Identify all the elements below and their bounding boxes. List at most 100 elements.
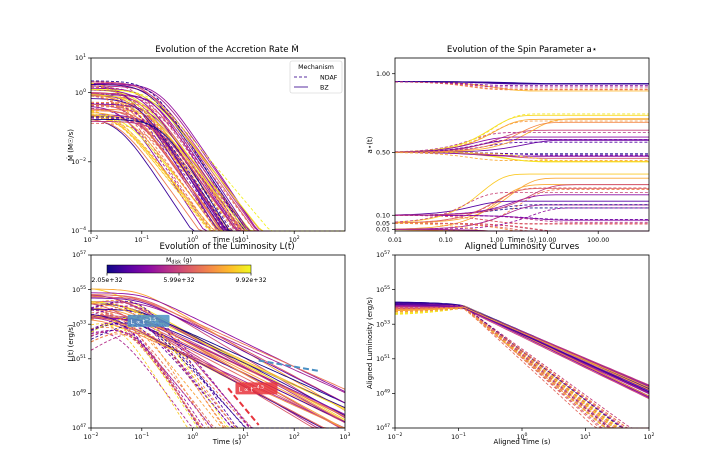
series-line (394, 121, 649, 153)
power-law-line (227, 387, 260, 426)
panel-title: Evolution of the Luminosity L(t) (159, 242, 294, 252)
series-line (395, 307, 649, 429)
series-line (91, 93, 345, 232)
colorbar-bar (106, 264, 252, 274)
x-axis-label: Time (s) (212, 236, 242, 244)
legend-bz-label: BZ (320, 85, 329, 92)
x-tick-label: 101 (238, 235, 249, 244)
series-line (394, 304, 650, 393)
y-tick-label: 0.05 (376, 220, 390, 227)
series-line (394, 187, 649, 224)
series-line (395, 305, 650, 399)
series-line (395, 305, 649, 429)
series-line (394, 306, 649, 429)
series-lines (394, 81, 649, 232)
series-line (395, 306, 649, 429)
legend-ndaf-label: NDAF (320, 75, 338, 82)
series-line (394, 204, 649, 216)
power-law-line (258, 359, 319, 372)
series-line (395, 305, 649, 429)
series-line (395, 308, 650, 400)
legend: Mechanism NDAF BZ (289, 60, 343, 94)
x-tick-label: 102 (289, 432, 300, 441)
series-line (395, 305, 649, 429)
y-tick-label: 1051 (72, 354, 86, 363)
series-line (91, 94, 345, 232)
series-line (395, 306, 649, 429)
legend-title: Mechanism (298, 64, 334, 71)
y-tick-label: 1047 (376, 423, 390, 432)
y-tick-label: 101 (75, 53, 86, 62)
series-line (395, 302, 649, 429)
series-line (90, 324, 345, 429)
series-line (90, 98, 345, 232)
x-axis-label: Aligned Time (s) (494, 438, 551, 446)
x-tick-label: 10−1 (134, 235, 149, 244)
colorbar-tick-label: 5.99e+32 (163, 277, 194, 284)
series-line (395, 306, 649, 429)
axes: 10−2 10−1 100 101 102 103 1047 1049 1051 1053 1055… (72, 250, 350, 441)
series-line (394, 308, 649, 429)
series-line (90, 94, 345, 232)
colorbar-tick-label: 2.05e+32 (91, 277, 122, 284)
x-axis-label: Time (s) (212, 438, 242, 446)
x-tick-label: 10−2 (84, 432, 99, 441)
y-tick-label: 10−2 (71, 157, 86, 166)
series-line (90, 294, 346, 423)
annotations: L ∝ t−1.5 L ∝ t−4.5 (127, 314, 319, 426)
series-line (395, 207, 649, 230)
y-tick-label: 1057 (376, 250, 390, 259)
series-line (91, 296, 346, 419)
y-axis-label: Aligned Luminosity (erg/s) (366, 297, 374, 389)
x-tick-label: 10−1 (451, 432, 466, 441)
series-line (394, 307, 649, 429)
axes: 10−2 10−1 100 101 102 1047 1049 1051 1053 1055 105… (376, 250, 654, 441)
colorbar-tick-label: 9.92e+32 (235, 277, 266, 284)
series-line (394, 139, 649, 153)
series-line (90, 94, 345, 232)
legend-box (289, 60, 343, 94)
series-line (90, 101, 345, 232)
series-line (394, 306, 649, 429)
y-tick-label: 0.50 (376, 150, 390, 157)
panel-title: Evolution of the Accretion Rate Ṁ (155, 44, 299, 55)
series-line (394, 173, 649, 223)
series-line (90, 328, 345, 429)
series-line (90, 323, 345, 429)
colorbar-label: Mdisk (g) (166, 257, 192, 266)
series-lines (394, 301, 650, 429)
series-line (90, 326, 345, 429)
accretion-rate-panel: Evolution of the Accretion Rate Ṁ Time (… (66, 44, 346, 244)
series-line (91, 294, 346, 390)
y-tick-label: 100 (75, 88, 86, 97)
y-axis-label: L(t) (erg/s) (67, 324, 75, 362)
x-tick-label: 10−1 (134, 432, 149, 441)
series-line (90, 94, 345, 232)
series-line (395, 308, 649, 429)
series-line (90, 324, 345, 429)
plot-frame (394, 57, 650, 232)
series-line (395, 306, 649, 429)
y-tick-label: 10−4 (71, 226, 86, 235)
series-line (395, 214, 649, 221)
y-axis-label: Ṁ (M☉/s) (66, 129, 75, 161)
series-line (90, 322, 345, 429)
series-line (394, 192, 649, 223)
series-line (395, 305, 649, 429)
series-line (90, 85, 345, 232)
series-line (394, 118, 649, 153)
series-line (395, 305, 649, 429)
series-line (395, 303, 649, 429)
series-line (394, 177, 649, 224)
series-line (395, 81, 649, 86)
series-line (395, 306, 649, 429)
series-line (395, 207, 649, 216)
y-tick-label: 1.00 (376, 71, 390, 78)
x-tick-label: 1.00 (490, 237, 504, 244)
series-line (394, 306, 649, 429)
series-line (395, 306, 649, 429)
series-line (395, 151, 649, 162)
x-tick-label: 10−2 (388, 432, 403, 441)
